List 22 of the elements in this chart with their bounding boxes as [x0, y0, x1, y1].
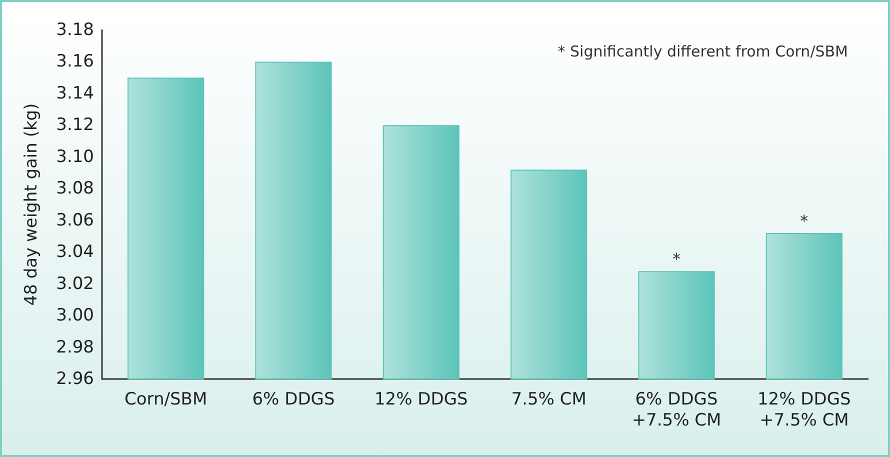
y-axis-title: 48 day weight gain (kg) — [22, 103, 42, 306]
y-tick-label: 2.96 — [56, 369, 94, 389]
y-tick-label: 3.08 — [56, 178, 94, 199]
y-tick-label: 3.02 — [56, 274, 94, 294]
y-tick-label: 3.14 — [56, 83, 94, 104]
annotation: * — [800, 212, 808, 231]
y-tick-label: 3.00 — [56, 306, 94, 326]
x-tick-label: 6% DDGS +7.5% CM — [632, 390, 722, 430]
y-tick-label: 3.06 — [56, 210, 94, 230]
x-tick-label: 7.5% CM — [511, 390, 586, 410]
x-tick-label: 12% DDGS — [374, 390, 468, 410]
x-tick-label: 12% DDGS +7.5% CM — [757, 390, 851, 430]
y-tick-label: 3.18 — [56, 20, 94, 40]
annotation: * — [672, 250, 680, 269]
y-tick-label: 3.16 — [56, 52, 94, 72]
x-tick-label: Corn/SBM — [124, 390, 208, 410]
annotation: * Significantly different from Corn/SBM — [558, 42, 848, 60]
x-tick-label: 6% DDGS — [252, 390, 335, 410]
y-tick-label: 3.12 — [56, 115, 94, 136]
y-tick-label: 3.04 — [56, 242, 94, 262]
y-tick-label: 3.10 — [56, 146, 94, 167]
y-tick-label: 2.98 — [56, 337, 94, 358]
